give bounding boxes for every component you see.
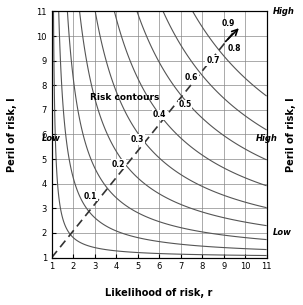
Text: 0.4: 0.4	[152, 110, 166, 119]
Text: Low: Low	[273, 228, 292, 237]
Y-axis label: Peril of risk, l: Peril of risk, l	[286, 97, 296, 172]
X-axis label: Likelihood of risk, r: Likelihood of risk, r	[105, 288, 213, 298]
Text: Low: Low	[42, 135, 61, 143]
Text: 0.7: 0.7	[206, 56, 220, 65]
Text: 0.3: 0.3	[131, 135, 145, 144]
Text: Risk contours: Risk contours	[90, 93, 160, 102]
Text: 0.1: 0.1	[84, 192, 97, 200]
Y-axis label: Peril of risk, l: Peril of risk, l	[7, 97, 17, 172]
Text: 0.2: 0.2	[112, 160, 125, 169]
Text: High: High	[273, 7, 295, 16]
Text: 0.6: 0.6	[185, 74, 198, 82]
Text: 0.8: 0.8	[228, 44, 241, 53]
Text: High: High	[256, 135, 278, 143]
Text: 0.9: 0.9	[221, 19, 235, 28]
Text: 0.5: 0.5	[178, 100, 191, 109]
